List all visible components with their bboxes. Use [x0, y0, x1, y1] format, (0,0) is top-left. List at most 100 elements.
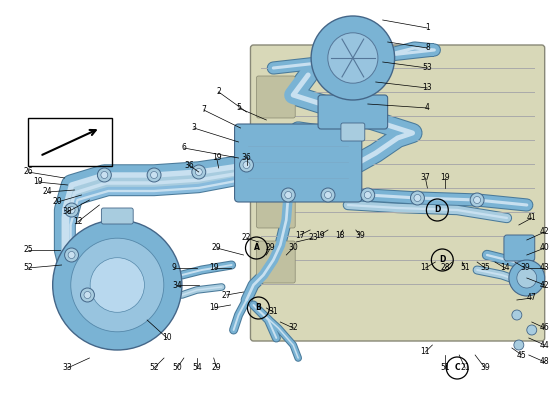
Circle shape: [410, 191, 425, 205]
Circle shape: [514, 340, 524, 350]
Text: 28: 28: [441, 264, 450, 272]
FancyBboxPatch shape: [504, 235, 535, 261]
Circle shape: [509, 260, 544, 296]
Text: 53: 53: [422, 64, 432, 72]
FancyBboxPatch shape: [318, 95, 388, 129]
Text: 37: 37: [421, 174, 430, 182]
Circle shape: [90, 258, 145, 312]
Text: D: D: [439, 256, 446, 264]
Circle shape: [517, 268, 537, 288]
Text: 9: 9: [172, 264, 177, 272]
Text: 33: 33: [63, 364, 73, 372]
Text: 43: 43: [540, 264, 549, 272]
Text: 31: 31: [268, 308, 278, 316]
Text: 11: 11: [421, 264, 430, 272]
Text: 29: 29: [212, 364, 222, 372]
Circle shape: [324, 192, 332, 198]
Circle shape: [84, 292, 91, 298]
Text: 19: 19: [441, 174, 450, 182]
Text: 30: 30: [288, 244, 298, 252]
Text: 36: 36: [241, 152, 251, 162]
Text: 27: 27: [222, 290, 232, 300]
Text: 32: 32: [288, 324, 298, 332]
Text: 35: 35: [480, 264, 490, 272]
FancyBboxPatch shape: [256, 186, 295, 228]
Circle shape: [240, 158, 254, 172]
Circle shape: [285, 192, 292, 198]
Text: 41: 41: [527, 214, 537, 222]
FancyBboxPatch shape: [250, 45, 544, 341]
Circle shape: [68, 206, 75, 214]
Text: 25: 25: [23, 246, 32, 254]
Text: 2: 2: [216, 88, 221, 96]
Text: 39: 39: [480, 364, 490, 372]
Text: 19: 19: [315, 230, 325, 240]
Circle shape: [97, 168, 111, 182]
Text: 7: 7: [201, 106, 206, 114]
Text: 22: 22: [242, 234, 251, 242]
Circle shape: [470, 193, 484, 207]
Text: 17: 17: [295, 230, 305, 240]
Text: 46: 46: [540, 324, 549, 332]
Text: 26: 26: [23, 168, 32, 176]
Circle shape: [414, 194, 421, 202]
Text: 5: 5: [236, 104, 241, 112]
Circle shape: [53, 220, 182, 350]
Text: B: B: [256, 304, 261, 312]
Text: 44: 44: [540, 340, 549, 350]
Text: 4: 4: [425, 104, 430, 112]
Text: 19: 19: [209, 304, 218, 312]
Text: motorparts: motorparts: [373, 230, 482, 250]
Text: 48: 48: [540, 358, 549, 366]
Circle shape: [71, 238, 164, 332]
FancyBboxPatch shape: [101, 208, 133, 224]
Circle shape: [361, 188, 375, 202]
Circle shape: [243, 162, 250, 168]
Circle shape: [147, 168, 161, 182]
Circle shape: [101, 172, 108, 178]
Circle shape: [321, 188, 335, 202]
Circle shape: [64, 203, 79, 217]
Text: 24: 24: [43, 188, 52, 196]
Text: 1: 1: [425, 24, 430, 32]
Text: ets: ets: [360, 163, 494, 237]
Text: A: A: [254, 244, 260, 252]
Text: 18: 18: [335, 230, 345, 240]
Text: 13: 13: [422, 84, 432, 92]
Text: 52: 52: [149, 364, 159, 372]
Text: 50: 50: [172, 364, 182, 372]
Circle shape: [474, 196, 481, 204]
Circle shape: [364, 192, 371, 198]
Text: 6: 6: [182, 144, 186, 152]
Text: 40: 40: [540, 244, 549, 252]
Text: 23: 23: [309, 234, 318, 242]
Text: 3: 3: [191, 124, 196, 132]
Circle shape: [80, 288, 95, 302]
Text: 29: 29: [212, 244, 222, 252]
Circle shape: [281, 188, 295, 202]
Circle shape: [68, 252, 75, 258]
Text: C: C: [454, 364, 460, 372]
Text: 42: 42: [540, 228, 549, 236]
Text: 12: 12: [73, 218, 82, 226]
Text: 51: 51: [460, 264, 470, 272]
FancyBboxPatch shape: [341, 123, 365, 141]
Text: 45: 45: [517, 350, 527, 360]
Text: D: D: [434, 206, 441, 214]
Text: 34: 34: [172, 280, 182, 290]
Text: 36: 36: [184, 160, 194, 170]
Circle shape: [512, 310, 522, 320]
Text: 54: 54: [192, 364, 202, 372]
Text: 39: 39: [355, 230, 365, 240]
Text: 39: 39: [520, 264, 530, 272]
Text: 20: 20: [53, 198, 63, 206]
Text: 19: 19: [212, 154, 222, 162]
Text: 8: 8: [425, 44, 430, 52]
Circle shape: [195, 168, 202, 176]
Text: 51: 51: [441, 364, 450, 372]
Text: 52: 52: [23, 264, 32, 272]
Circle shape: [328, 33, 378, 83]
Text: 14: 14: [500, 264, 510, 272]
FancyBboxPatch shape: [256, 76, 295, 118]
Circle shape: [311, 16, 394, 100]
